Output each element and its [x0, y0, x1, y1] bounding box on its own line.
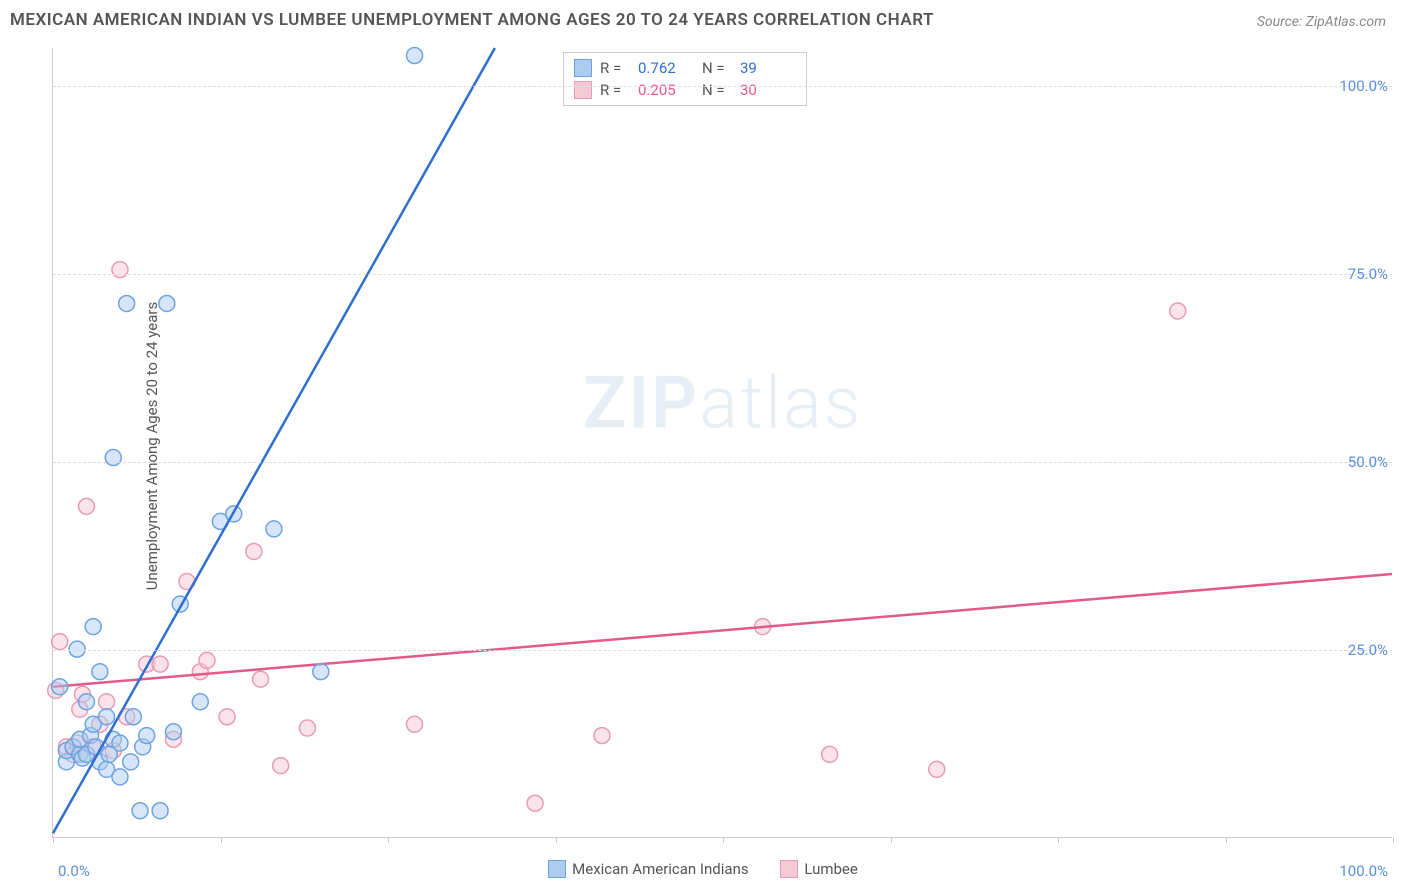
swatch-a	[574, 59, 592, 77]
plot-area: ZIPatlas R = 0.762 N = 39 R = 0.205 N = …	[52, 48, 1392, 838]
n-value-a: 39	[740, 59, 796, 77]
series-legend: Mexican American Indians Lumbee	[0, 860, 1406, 882]
swatch-b-bottom	[780, 860, 798, 878]
swatch-b	[574, 81, 592, 99]
legend-item-a: Mexican American Indians	[548, 860, 748, 878]
r-label: R =	[600, 81, 630, 99]
n-label: N =	[702, 81, 732, 99]
legend-label-b: Lumbee	[804, 860, 858, 878]
r-value-b: 0.205	[638, 81, 694, 99]
chart-container: MEXICAN AMERICAN INDIAN VS LUMBEE UNEMPL…	[0, 0, 1406, 892]
r-value-a: 0.762	[638, 59, 694, 77]
source-label: Source: ZipAtlas.com	[1257, 14, 1386, 30]
swatch-a-bottom	[548, 860, 566, 878]
legend-row-a: R = 0.762 N = 39	[574, 57, 796, 79]
r-label: R =	[600, 59, 630, 77]
legend-item-b: Lumbee	[780, 860, 858, 878]
chart-title: MEXICAN AMERICAN INDIAN VS LUMBEE UNEMPL…	[10, 10, 934, 30]
plot-svg	[53, 48, 1392, 837]
correlation-legend: R = 0.762 N = 39 R = 0.205 N = 30	[563, 52, 807, 106]
legend-row-b: R = 0.205 N = 30	[574, 79, 796, 101]
n-label: N =	[702, 59, 732, 77]
legend-label-a: Mexican American Indians	[572, 860, 748, 878]
n-value-b: 30	[740, 81, 796, 99]
